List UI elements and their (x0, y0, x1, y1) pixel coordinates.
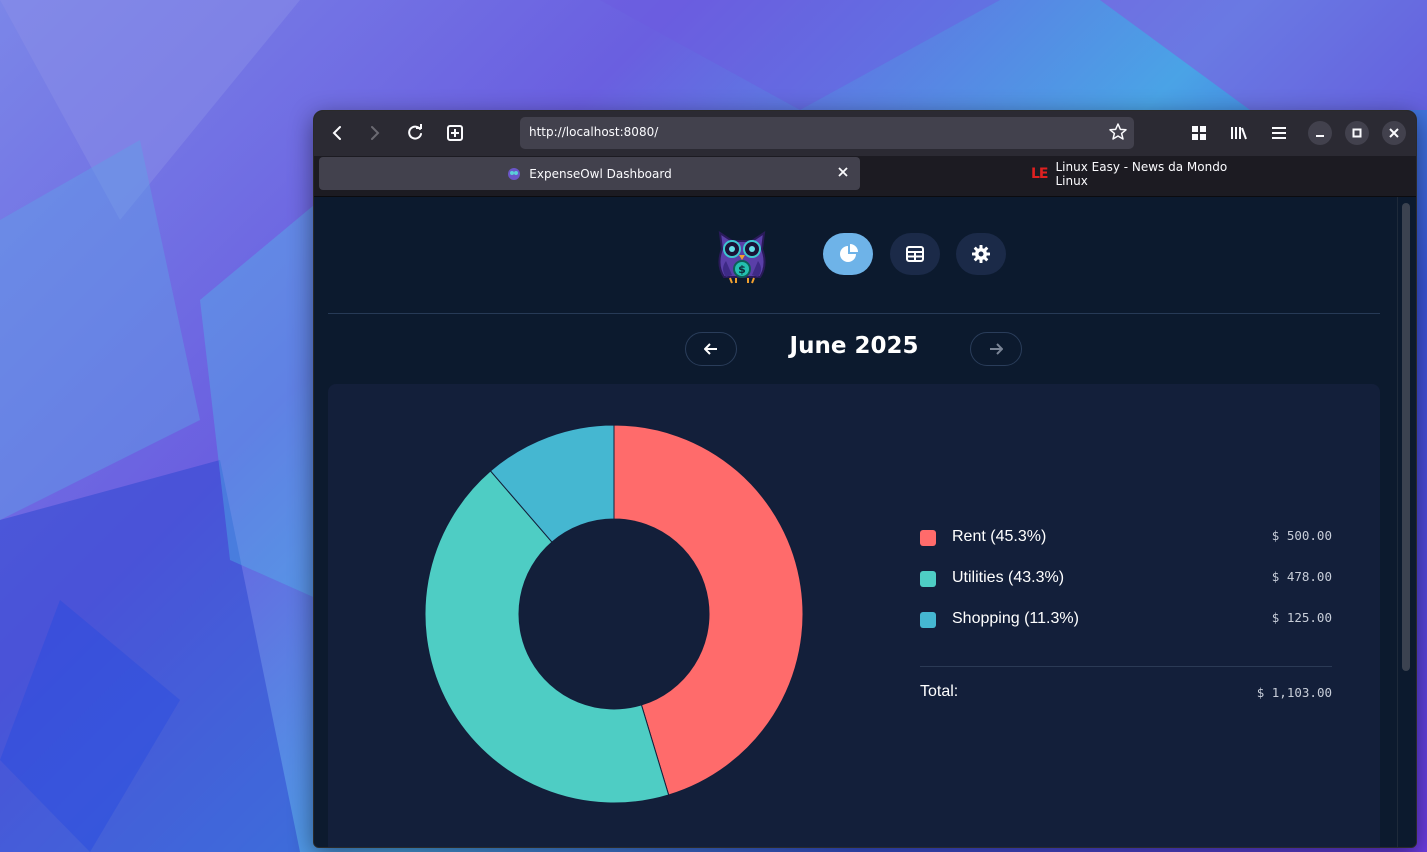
arrow-right-icon (990, 343, 1003, 355)
donut-slice-shopping[interactable] (489, 424, 615, 543)
arrow-right-icon (371, 126, 380, 140)
url-text: http://localhost:8080/ (529, 125, 659, 139)
library-icon (1231, 127, 1247, 140)
menu-button[interactable] (1264, 119, 1294, 147)
legend-amount: $ 478.00 (1271, 569, 1332, 584)
legend-swatch (920, 571, 936, 587)
tab-close-icon[interactable] (836, 165, 850, 182)
expense-donut-chart (424, 424, 804, 804)
tab-title: Linux Easy - News da Mondo Linux (1055, 159, 1228, 188)
apps-button[interactable] (1184, 119, 1214, 147)
browser-toolbar: http://localhost:8080/ (314, 111, 1416, 156)
legend-label: Utilities (43.3%) (952, 569, 1065, 586)
prev-month-button[interactable] (685, 332, 737, 366)
donut-slice-utilities[interactable] (424, 470, 670, 804)
le-favicon-icon: LE (1031, 165, 1049, 182)
nav-table-button[interactable] (890, 233, 940, 275)
address-bar[interactable]: http://localhost:8080/ (520, 117, 1134, 149)
gear-icon (972, 245, 990, 263)
page-content: $ (314, 197, 1398, 847)
tab-title: ExpenseOwl Dashboard (529, 166, 672, 181)
arrow-left-icon (704, 343, 717, 355)
nav-settings-button[interactable] (956, 233, 1006, 275)
bookmark-star-icon[interactable] (1108, 122, 1128, 145)
hamburger-icon (1272, 127, 1286, 139)
month-title: June 2025 (789, 333, 919, 359)
tab-strip: ExpenseOwl Dashboard LE Linux Easy - New… (314, 156, 1416, 197)
minimize-icon (1316, 135, 1324, 137)
plus-square-icon (447, 125, 463, 141)
forward-button[interactable] (360, 119, 390, 147)
legend-amount: $ 125.00 (1271, 610, 1332, 625)
browser-window: http://localhost:8080/ ExpenseOwl Dashbo… (313, 110, 1417, 848)
svg-text:$: $ (738, 263, 746, 276)
table-icon (906, 246, 924, 262)
next-month-button[interactable] (970, 332, 1022, 366)
close-window-button[interactable] (1382, 121, 1406, 145)
library-button[interactable] (1224, 119, 1254, 147)
nav-dashboard-button[interactable] (823, 233, 873, 275)
reload-icon (408, 124, 422, 140)
legend-swatch (920, 530, 936, 546)
page-scrollbar[interactable] (1397, 197, 1416, 847)
new-tab-button[interactable] (440, 119, 470, 147)
chart-card: Rent (45.3%) $ 500.00 Utilities (43.3%) … (328, 384, 1380, 847)
legend-divider (920, 666, 1332, 667)
legend-label: Rent (45.3%) (952, 528, 1047, 545)
tab-expenseowl[interactable]: ExpenseOwl Dashboard (319, 157, 860, 190)
donut-slice-rent[interactable] (613, 424, 804, 796)
pie-chart-icon (840, 244, 858, 262)
reload-button[interactable] (400, 119, 430, 147)
minimize-button[interactable] (1308, 121, 1332, 145)
total-label: Total: (920, 683, 959, 700)
legend-swatch (920, 612, 936, 628)
arrow-left-icon (332, 126, 341, 140)
maximize-button[interactable] (1345, 121, 1369, 145)
back-button[interactable] (322, 119, 352, 147)
tab-linux-easy[interactable]: LE Linux Easy - News da Mondo Linux (1031, 157, 1251, 190)
legend-amount: $ 500.00 (1271, 528, 1332, 543)
total-amount: $ 1,103.00 (1256, 685, 1332, 700)
legend-label: Shopping (11.3%) (952, 610, 1079, 627)
scrollbar-thumb[interactable] (1402, 203, 1410, 671)
header-divider (328, 313, 1380, 314)
close-icon (1389, 128, 1399, 138)
grid-icon (1192, 126, 1206, 140)
owl-favicon-icon (508, 167, 521, 180)
maximize-icon (1352, 128, 1362, 138)
expenseowl-logo: $ (712, 225, 772, 287)
